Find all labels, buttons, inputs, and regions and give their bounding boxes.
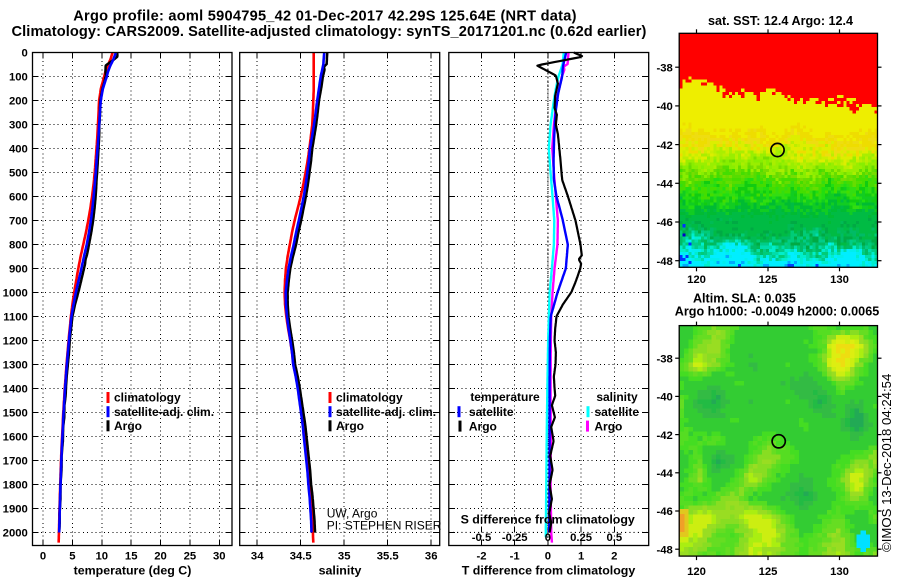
svg-text:2: 2 [611, 551, 617, 563]
svg-text:2000: 2000 [3, 528, 28, 540]
svg-text:-40: -40 [656, 101, 672, 113]
svg-text:0: 0 [545, 551, 551, 563]
svg-text:34.5: 34.5 [290, 551, 312, 563]
svg-text:0.25: 0.25 [570, 532, 592, 544]
svg-text:S difference from climatology: S difference from climatology [461, 513, 635, 527]
svg-text:30: 30 [213, 551, 226, 563]
svg-text:35.5: 35.5 [377, 551, 399, 563]
svg-text:0: 0 [545, 532, 551, 544]
svg-text:1600: 1600 [3, 432, 28, 444]
svg-text:120: 120 [687, 566, 706, 578]
svg-text:1400: 1400 [3, 384, 28, 396]
svg-text:salinity: salinity [319, 564, 362, 578]
svg-text:-38: -38 [656, 353, 672, 365]
svg-text:0: 0 [22, 48, 28, 60]
svg-text:-0.25: -0.25 [502, 532, 528, 544]
svg-text:satellite: satellite [594, 405, 639, 419]
svg-text:300: 300 [9, 120, 28, 132]
svg-text:25: 25 [184, 551, 197, 563]
svg-text:Altim. SLA: 0.035: Altim. SLA: 0.035 [693, 292, 796, 306]
svg-text:1700: 1700 [3, 456, 28, 468]
svg-text:1900: 1900 [3, 504, 28, 516]
svg-text:climatology: climatology [336, 391, 403, 405]
svg-text:1: 1 [578, 551, 584, 563]
svg-text:34: 34 [251, 551, 264, 563]
svg-text:Argo h1000: -0.0049 h2000: 0.0: Argo h1000: -0.0049 h2000: 0.0065 [675, 305, 879, 319]
svg-text:1200: 1200 [3, 336, 28, 348]
svg-text:200: 200 [9, 96, 28, 108]
svg-text:Argo: Argo [594, 419, 622, 433]
svg-text:800: 800 [9, 240, 28, 252]
svg-text:temperature (deg C): temperature (deg C) [74, 564, 192, 578]
svg-text:Climatology: CARS2009. Satelli: Climatology: CARS2009. Satellite-adjuste… [12, 24, 647, 40]
svg-text:1000: 1000 [3, 288, 28, 300]
svg-text:1100: 1100 [3, 312, 28, 324]
svg-text:600: 600 [9, 192, 28, 204]
svg-text:Argo: Argo [336, 419, 364, 433]
svg-text:-48: -48 [656, 544, 672, 556]
svg-text:0.5: 0.5 [606, 532, 622, 544]
svg-text:20: 20 [154, 551, 167, 563]
svg-text:0: 0 [40, 551, 46, 563]
svg-text:-42: -42 [656, 430, 672, 442]
svg-text:5: 5 [69, 551, 75, 563]
svg-text:900: 900 [9, 264, 28, 276]
svg-text:-44: -44 [656, 468, 673, 480]
svg-text:climatology: climatology [114, 391, 181, 405]
svg-text:PI: STEPHEN RISER: PI: STEPHEN RISER [327, 518, 442, 532]
svg-text:T difference from climatology: T difference from climatology [462, 564, 636, 578]
svg-text:125: 125 [759, 566, 778, 578]
svg-text:-38: -38 [656, 62, 672, 74]
svg-text:©IMOS 13-Dec-2018 04:24:54: ©IMOS 13-Dec-2018 04:24:54 [879, 374, 894, 552]
svg-text:10: 10 [96, 551, 109, 563]
svg-text:700: 700 [9, 216, 28, 228]
svg-text:-46: -46 [656, 217, 672, 229]
svg-text:satellite-adj. clim.: satellite-adj. clim. [336, 405, 436, 419]
svg-text:satellite: satellite [469, 405, 514, 419]
svg-text:UW, Argo: UW, Argo [327, 506, 378, 520]
svg-text:-40: -40 [656, 392, 672, 404]
svg-text:120: 120 [687, 274, 706, 286]
svg-text:Argo profile: aoml 5904795_42: Argo profile: aoml 5904795_42 01-Dec-201… [73, 9, 576, 25]
svg-text:-42: -42 [656, 140, 672, 152]
svg-text:sat. SST: 12.4 Argo: 12.4: sat. SST: 12.4 Argo: 12.4 [708, 14, 853, 28]
svg-text:-48: -48 [656, 256, 672, 268]
svg-text:1500: 1500 [3, 408, 28, 420]
svg-text:130: 130 [830, 566, 849, 578]
svg-text:1800: 1800 [3, 480, 28, 492]
svg-text:1300: 1300 [3, 360, 28, 372]
svg-text:130: 130 [830, 274, 849, 286]
svg-text:35: 35 [338, 551, 351, 563]
svg-text:Argo: Argo [114, 419, 142, 433]
svg-text:500: 500 [9, 168, 28, 180]
svg-text:Argo: Argo [469, 419, 497, 433]
svg-text:-1: -1 [510, 551, 520, 563]
svg-text:-0.5: -0.5 [472, 532, 491, 544]
svg-text:temperature: temperature [470, 390, 540, 404]
svg-text:-46: -46 [656, 506, 672, 518]
svg-text:36: 36 [425, 551, 438, 563]
svg-text:15: 15 [125, 551, 138, 563]
svg-text:100: 100 [9, 72, 28, 84]
svg-text:salinity: salinity [596, 390, 638, 404]
svg-text:-44: -44 [656, 179, 673, 191]
svg-text:400: 400 [9, 144, 28, 156]
svg-text:125: 125 [759, 274, 778, 286]
svg-text:-2: -2 [476, 551, 486, 563]
svg-text:satellite-adj. clim.: satellite-adj. clim. [114, 405, 214, 419]
